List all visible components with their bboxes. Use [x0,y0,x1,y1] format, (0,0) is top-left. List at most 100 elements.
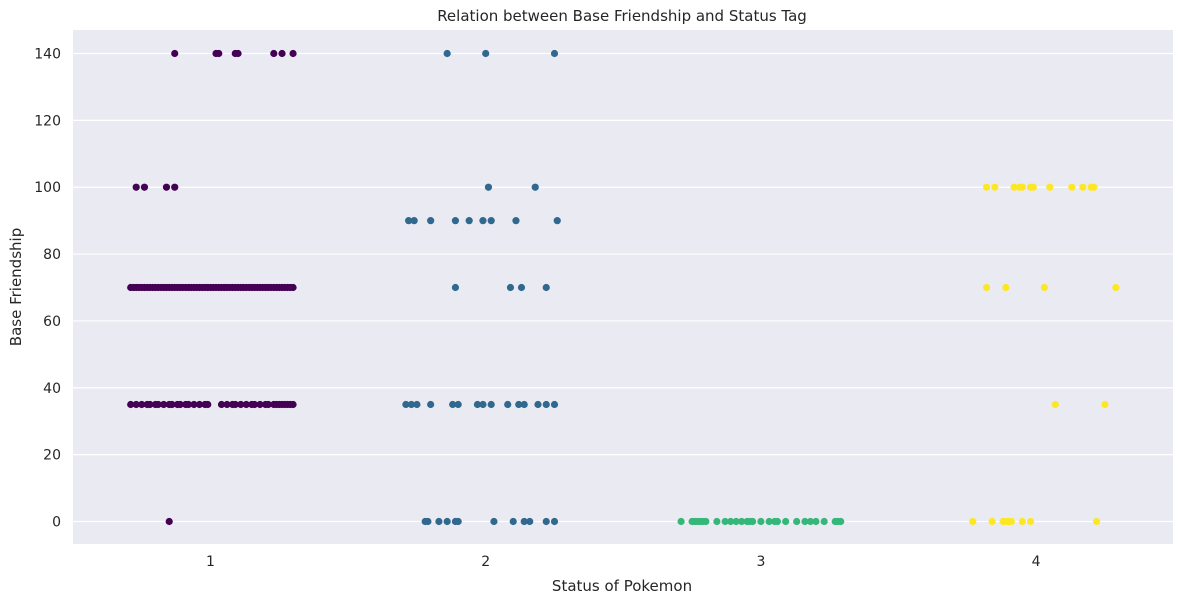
data-point [1040,283,1048,292]
y-tick-label: 20 [43,448,61,464]
data-point [1018,517,1026,526]
data-point [223,400,231,409]
data-point [443,517,451,526]
data-point [195,400,204,409]
x-axis-label: Status of Pokemon [552,577,692,595]
data-point [217,400,226,409]
data-point [256,400,264,409]
data-point [407,400,415,409]
data-point [132,183,140,191]
data-point [427,217,435,225]
data-point [749,517,757,526]
data-point [542,400,550,409]
data-point [278,49,286,58]
x-tick-label: 2 [481,554,490,570]
data-point [242,400,250,409]
data-point [490,517,498,526]
data-point [550,400,559,409]
data-point [451,283,460,292]
data-point [1026,517,1035,526]
data-point [1079,183,1087,191]
data-point [289,283,297,292]
data-points [127,49,1120,526]
data-point [168,400,176,409]
data-point [184,400,193,409]
data-point [1010,183,1018,191]
data-point [1101,400,1109,409]
data-point [176,400,184,409]
data-point [479,217,487,225]
y-tick-label: 140 [34,47,61,63]
data-point [806,517,815,526]
data-point [542,517,550,526]
data-point [138,400,146,409]
data-point [517,283,526,292]
data-point [435,517,443,526]
data-point [509,517,517,526]
y-tick-label: 60 [43,314,61,330]
data-point [553,217,561,225]
y-tick-label: 40 [43,381,61,397]
data-point [132,400,140,409]
data-point [424,517,432,526]
data-point [550,517,559,526]
data-point [237,400,245,409]
y-tick-labels: 0 20 40 60 80 100 120 140 [34,47,61,531]
data-point [449,400,457,409]
data-point [812,517,820,526]
data-point [534,400,542,409]
data-point [520,517,528,526]
data-point [289,400,297,409]
data-point [732,517,740,526]
data-point [171,49,179,58]
data-point [1051,400,1059,409]
data-point [773,517,782,526]
data-point [270,49,278,58]
y-tick-label: 100 [34,180,61,196]
data-point [526,517,534,526]
data-point [413,400,421,409]
data-point [405,217,413,225]
x-tick-label: 4 [1032,554,1041,570]
data-point [473,400,482,409]
data-point [427,400,435,409]
data-point [465,217,473,225]
data-point [512,217,520,225]
data-point [506,283,515,292]
chart-title: Relation between Base Friendship and Sta… [437,7,807,25]
data-point [171,183,179,191]
data-point [982,183,991,191]
y-axis-label: Base Friendship [7,228,25,346]
data-point [982,283,991,292]
y-tick-label: 80 [43,247,61,263]
data-point [190,400,198,409]
data-point [1090,183,1098,191]
data-point [991,183,999,191]
data-point [757,517,765,526]
data-point [410,217,418,225]
data-point [1068,183,1076,191]
data-point [1007,517,1015,526]
data-point [1112,283,1120,292]
data-point [487,400,495,409]
data-point [154,400,162,409]
data-point [482,49,490,58]
x-tick-labels: 1 2 3 4 [206,554,1041,570]
data-point [542,283,550,292]
data-point [127,400,135,409]
data-point [765,517,773,526]
data-point [713,517,721,526]
data-point [1002,283,1010,292]
data-point [677,517,685,526]
data-point [1093,517,1101,526]
data-point [162,183,171,191]
data-point [443,49,451,58]
y-tick-label: 120 [34,113,61,129]
data-point [160,400,168,409]
data-point [721,517,729,526]
data-point [264,400,272,409]
data-point [504,400,512,409]
data-point [234,49,242,58]
data-point [454,517,462,526]
